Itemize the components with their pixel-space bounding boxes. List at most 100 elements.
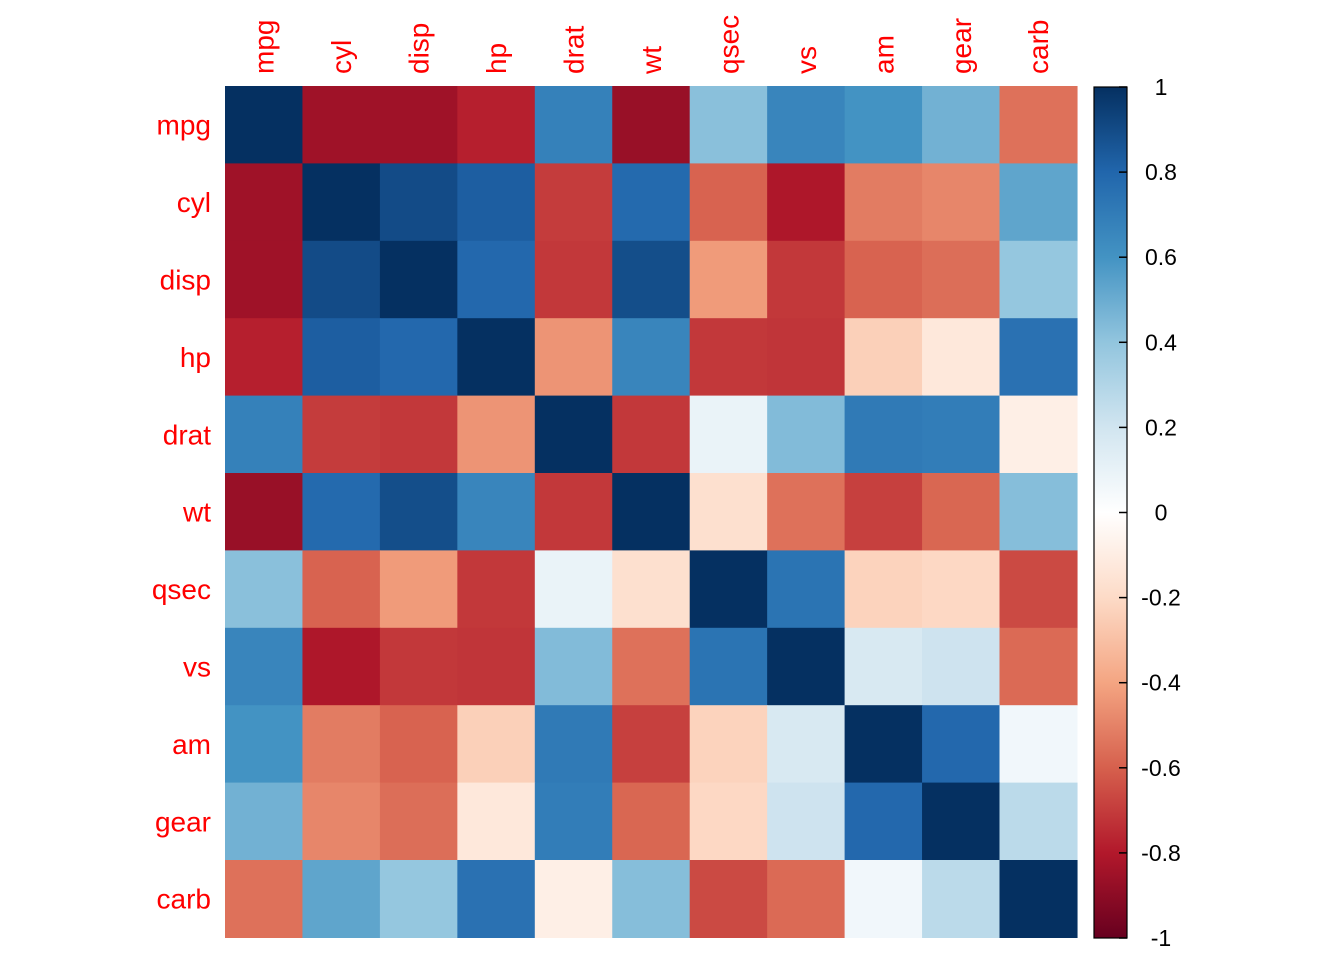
cell-gear-drat <box>534 782 613 861</box>
cell-carb-wt <box>612 860 691 938</box>
cell-mpg-am <box>844 86 923 164</box>
column-label-cyl: cyl <box>326 40 357 74</box>
cell-vs-carb <box>999 627 1078 706</box>
cell-vs-cyl <box>302 627 381 706</box>
cell-gear-wt <box>612 782 691 861</box>
cell-disp-vs <box>767 240 846 319</box>
colorbar-tick-label: 0.6 <box>1145 244 1177 270</box>
cell-carb-hp <box>457 860 536 938</box>
cell-vs-mpg <box>225 627 304 706</box>
cell-gear-carb <box>999 782 1078 861</box>
cell-carb-vs <box>767 860 846 938</box>
cell-drat-vs <box>767 395 846 474</box>
cell-drat-gear <box>922 395 1001 474</box>
cell-am-mpg <box>225 705 304 784</box>
cell-drat-disp <box>379 395 458 474</box>
row-label-disp: disp <box>160 265 211 296</box>
cell-hp-carb <box>999 318 1078 397</box>
row-labels: mpg cyl disp hp drat wt qsec vs am gear carb <box>152 110 211 915</box>
row-label-am: am <box>172 729 211 760</box>
cell-disp-drat <box>534 240 613 319</box>
cell-mpg-drat <box>534 86 613 164</box>
cell-disp-qsec <box>689 240 768 319</box>
row-label-drat: drat <box>163 419 211 450</box>
cell-wt-carb <box>999 473 1078 551</box>
cell-wt-qsec <box>689 473 768 551</box>
cell-qsec-carb <box>999 550 1078 629</box>
column-label-mpg: mpg <box>249 20 280 74</box>
cell-drat-wt <box>612 395 691 474</box>
cell-carb-mpg <box>225 860 304 938</box>
cell-qsec-gear <box>922 550 1001 629</box>
cell-hp-gear <box>922 318 1001 397</box>
cell-hp-wt <box>612 318 691 397</box>
cell-qsec-mpg <box>225 550 304 629</box>
colorbar-tick-label: 0.2 <box>1145 414 1177 440</box>
cell-am-cyl <box>302 705 381 784</box>
column-label-wt: wt <box>636 46 667 75</box>
cell-wt-drat <box>534 473 613 551</box>
cell-vs-drat <box>534 627 613 706</box>
cell-drat-cyl <box>302 395 381 474</box>
cell-cyl-cyl <box>302 163 381 242</box>
cell-qsec-hp <box>457 550 536 629</box>
row-label-vs: vs <box>183 652 211 683</box>
cell-qsec-am <box>844 550 923 629</box>
cell-drat-am <box>844 395 923 474</box>
cell-cyl-mpg <box>225 163 304 242</box>
cell-gear-hp <box>457 782 536 861</box>
cell-cyl-drat <box>534 163 613 242</box>
cell-gear-disp <box>379 782 458 861</box>
column-label-hp: hp <box>481 43 512 74</box>
colorbar-tick-label: 0 <box>1155 500 1168 526</box>
column-label-gear: gear <box>946 18 977 74</box>
cell-disp-gear <box>922 240 1001 319</box>
column-label-qsec: qsec <box>713 15 744 74</box>
row-label-wt: wt <box>182 497 211 528</box>
column-label-drat: drat <box>559 26 590 74</box>
cell-am-disp <box>379 705 458 784</box>
column-label-disp: disp <box>404 23 435 74</box>
colorbar-tick-label: 0.8 <box>1145 159 1177 185</box>
cell-drat-qsec <box>689 395 768 474</box>
cell-carb-qsec <box>689 860 768 938</box>
cell-vs-hp <box>457 627 536 706</box>
column-label-am: am <box>868 35 899 74</box>
cell-gear-mpg <box>225 782 304 861</box>
cell-cyl-disp <box>379 163 458 242</box>
cell-mpg-wt <box>612 86 691 164</box>
cell-wt-disp <box>379 473 458 551</box>
cell-wt-mpg <box>225 473 304 551</box>
cell-hp-qsec <box>689 318 768 397</box>
colorbar-tick-label: -1 <box>1151 925 1171 951</box>
column-labels: mpg cyl disp hp drat wt qsec vs am gear carb <box>249 15 1054 75</box>
cell-disp-wt <box>612 240 691 319</box>
cell-disp-mpg <box>225 240 304 319</box>
cell-carb-am <box>844 860 923 938</box>
cell-qsec-cyl <box>302 550 381 629</box>
heatmap-cells <box>225 86 1078 938</box>
cell-mpg-vs <box>767 86 846 164</box>
cell-carb-gear <box>922 860 1001 938</box>
cell-hp-mpg <box>225 318 304 397</box>
cell-drat-carb <box>999 395 1078 474</box>
row-label-gear: gear <box>155 806 211 837</box>
cell-cyl-am <box>844 163 923 242</box>
cell-am-wt <box>612 705 691 784</box>
column-label-carb: carb <box>1023 20 1054 74</box>
cell-gear-gear <box>922 782 1001 861</box>
cell-drat-hp <box>457 395 536 474</box>
cell-mpg-hp <box>457 86 536 164</box>
cell-hp-hp <box>457 318 536 397</box>
cell-carb-cyl <box>302 860 381 938</box>
cell-hp-am <box>844 318 923 397</box>
cell-carb-carb <box>999 860 1078 938</box>
cell-gear-vs <box>767 782 846 861</box>
cell-hp-drat <box>534 318 613 397</box>
cell-vs-vs <box>767 627 846 706</box>
cell-vs-gear <box>922 627 1001 706</box>
colorbar: 1 0.8 0.6 0.4 0.2 0 -0.2 -0.4 -0.6 -0.8 -1 <box>1093 74 1181 951</box>
cell-mpg-qsec <box>689 86 768 164</box>
